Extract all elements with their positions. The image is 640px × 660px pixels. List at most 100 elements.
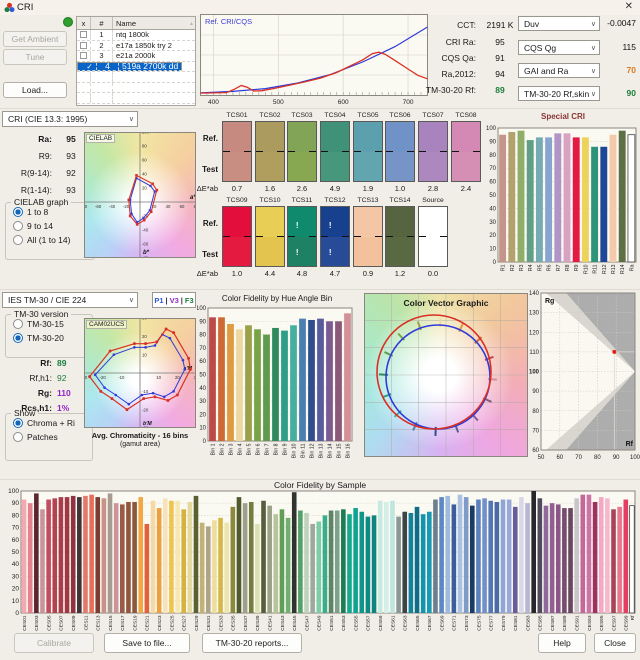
svg-text:CES23: CES23 — [157, 615, 163, 631]
source-table[interactable]: x#Name▴1ntq 1800k2e17a 1850k try 23e21a … — [76, 16, 196, 106]
radio-option[interactable]: TM-30-20 — [13, 333, 92, 343]
tcs-swatch — [451, 121, 481, 182]
report-links[interactable]: P1|V3|F3 — [152, 292, 196, 308]
tcs-swatch: !! — [320, 206, 350, 267]
radio-icon — [13, 319, 23, 329]
tcs-swatch — [385, 121, 415, 182]
load-button[interactable]: Load... — [3, 82, 67, 98]
metric-value: 95 — [480, 37, 520, 47]
get-ambient-button[interactable]: Get Ambient — [3, 31, 67, 47]
metric-select-value: 90 — [596, 88, 636, 98]
report-link-v3[interactable]: V3 — [170, 296, 179, 305]
radio-option[interactable]: 1 to 8 — [13, 207, 94, 217]
radio-option[interactable]: TM-30-15 — [13, 319, 92, 329]
row-checkbox[interactable] — [80, 42, 87, 49]
svg-text:R10: R10 — [583, 264, 589, 274]
svg-text:60: 60 — [12, 537, 20, 544]
test-row-label: Test — [188, 250, 218, 259]
svg-text:10: 10 — [142, 352, 147, 357]
stat-label: Rf: — [0, 358, 52, 368]
svg-text:Bin 16: Bin 16 — [345, 443, 351, 458]
metric-label: TM-30-20 Rf: — [398, 85, 476, 95]
metric-value: 94 — [480, 69, 520, 79]
svg-text:CES11: CES11 — [83, 615, 89, 630]
svg-text:Bin 13: Bin 13 — [318, 443, 324, 458]
help-button[interactable]: Help — [538, 633, 586, 653]
svg-text:CES09: CES09 — [71, 615, 77, 631]
stat-value: 93 — [58, 151, 84, 161]
metric-value: 2191 K — [480, 20, 520, 30]
svg-text:40: 40 — [12, 561, 20, 568]
stat-label: Rcs,h1: — [0, 403, 52, 413]
svg-text:-40: -40 — [142, 228, 149, 233]
report-link-f3[interactable]: F3 — [185, 296, 194, 305]
chevron-down-icon: ∨ — [129, 296, 134, 304]
delta-e-value: 1.9 — [350, 184, 386, 193]
delta-e-value: 4.4 — [252, 269, 288, 278]
save-to-file-button[interactable]: Save to file... — [104, 633, 190, 653]
tune-button[interactable]: Tune — [3, 49, 67, 65]
svg-text:CES57: CES57 — [366, 615, 372, 631]
tcs-name: TCS12 — [317, 197, 353, 204]
tcs-name: TCS03 — [284, 112, 320, 119]
tm30-standard-dropdown[interactable]: IES TM-30 / CIE 224 ∨ — [2, 292, 138, 308]
metric-select[interactable]: GAI and Ra∨ — [518, 63, 600, 78]
svg-text:90: 90 — [12, 500, 20, 507]
table-row[interactable]: 2e17a 1850k try 2 — [77, 41, 195, 52]
close-icon[interactable]: ✕ — [625, 1, 633, 12]
metric-label: CRI Ra: — [398, 37, 476, 47]
metric-label: CCT: — [398, 20, 476, 30]
table-row[interactable]: ✓4519a 2700k dd — [77, 62, 182, 72]
delta-e-label: ΔE*ab — [182, 269, 218, 278]
table-row[interactable]: 1ntq 1800k — [77, 30, 195, 41]
radio-icon — [13, 207, 23, 217]
table-row[interactable]: 3e21a 2000k — [77, 51, 195, 62]
cam02ucs-subcaption: (gamut area) — [64, 441, 216, 448]
radio-option[interactable]: 9 to 14 — [13, 221, 94, 231]
report-link-p1[interactable]: P1 — [154, 296, 163, 305]
svg-text:CES25: CES25 — [169, 615, 175, 631]
svg-text:Bin 9: Bin 9 — [282, 443, 288, 455]
svg-text:70: 70 — [12, 525, 20, 532]
cam02ucs-chart-overlay: -30-20-10102030-30-20-10102030a'Mb'M — [84, 318, 196, 428]
row-checkbox[interactable] — [80, 31, 87, 38]
svg-text:60: 60 — [532, 448, 539, 454]
radio-label: Chroma + Ri — [27, 418, 75, 428]
svg-text:CES27: CES27 — [182, 615, 188, 631]
tcs-name: TCS10 — [252, 197, 288, 204]
checkmark-icon: ✓ — [86, 63, 92, 71]
calibrate-button[interactable]: Calibrate — [14, 633, 94, 653]
stat-label: Rf,h1: — [0, 373, 52, 383]
svg-text:80: 80 — [532, 409, 539, 415]
close-button[interactable]: Close — [594, 633, 636, 653]
radio-option[interactable]: Chroma + Ri — [13, 418, 92, 428]
warning-icon: ! — [329, 222, 332, 230]
svg-text:CES07: CES07 — [59, 615, 65, 631]
metric-select[interactable]: CQS Qg∨ — [518, 40, 600, 55]
reports-button[interactable]: TM-30-20 reports... — [202, 633, 302, 653]
radio-option[interactable]: All (1 to 14) — [13, 235, 94, 245]
metric-select-value: -0.0047 — [596, 18, 636, 28]
svg-text:90: 90 — [199, 319, 206, 325]
svg-text:Bin 14: Bin 14 — [327, 443, 333, 458]
svg-text:CES91: CES91 — [574, 615, 580, 631]
metric-label: Ra,2012: — [398, 69, 476, 79]
metric-select[interactable]: Duv∨ — [518, 16, 600, 31]
svg-text:CES61: CES61 — [390, 615, 396, 631]
cri-standard-dropdown[interactable]: CRI (CIE 13.3: 1995) ∨ — [2, 111, 138, 127]
svg-text:60: 60 — [489, 180, 496, 186]
table-header: x#Name▴ — [77, 17, 195, 30]
warning-icon: ! — [296, 222, 299, 230]
color-vector-graphic-overlay — [364, 293, 528, 457]
row-checkbox[interactable] — [80, 52, 87, 59]
svg-text:100: 100 — [486, 126, 497, 132]
delta-e-value: 0.0 — [415, 269, 451, 278]
cam02ucs-chip: CAM02UCS — [86, 320, 127, 329]
svg-text:50: 50 — [12, 549, 20, 556]
svg-text:-20: -20 — [142, 407, 149, 412]
svg-text:CES43: CES43 — [280, 615, 286, 631]
metric-select[interactable]: TM-30-20 Rf,skin∨ — [518, 86, 600, 101]
sort-arrow-icon: ▴ — [190, 20, 193, 27]
svg-text:Rg: Rg — [545, 298, 554, 305]
delta-e-value: 4.8 — [284, 269, 320, 278]
